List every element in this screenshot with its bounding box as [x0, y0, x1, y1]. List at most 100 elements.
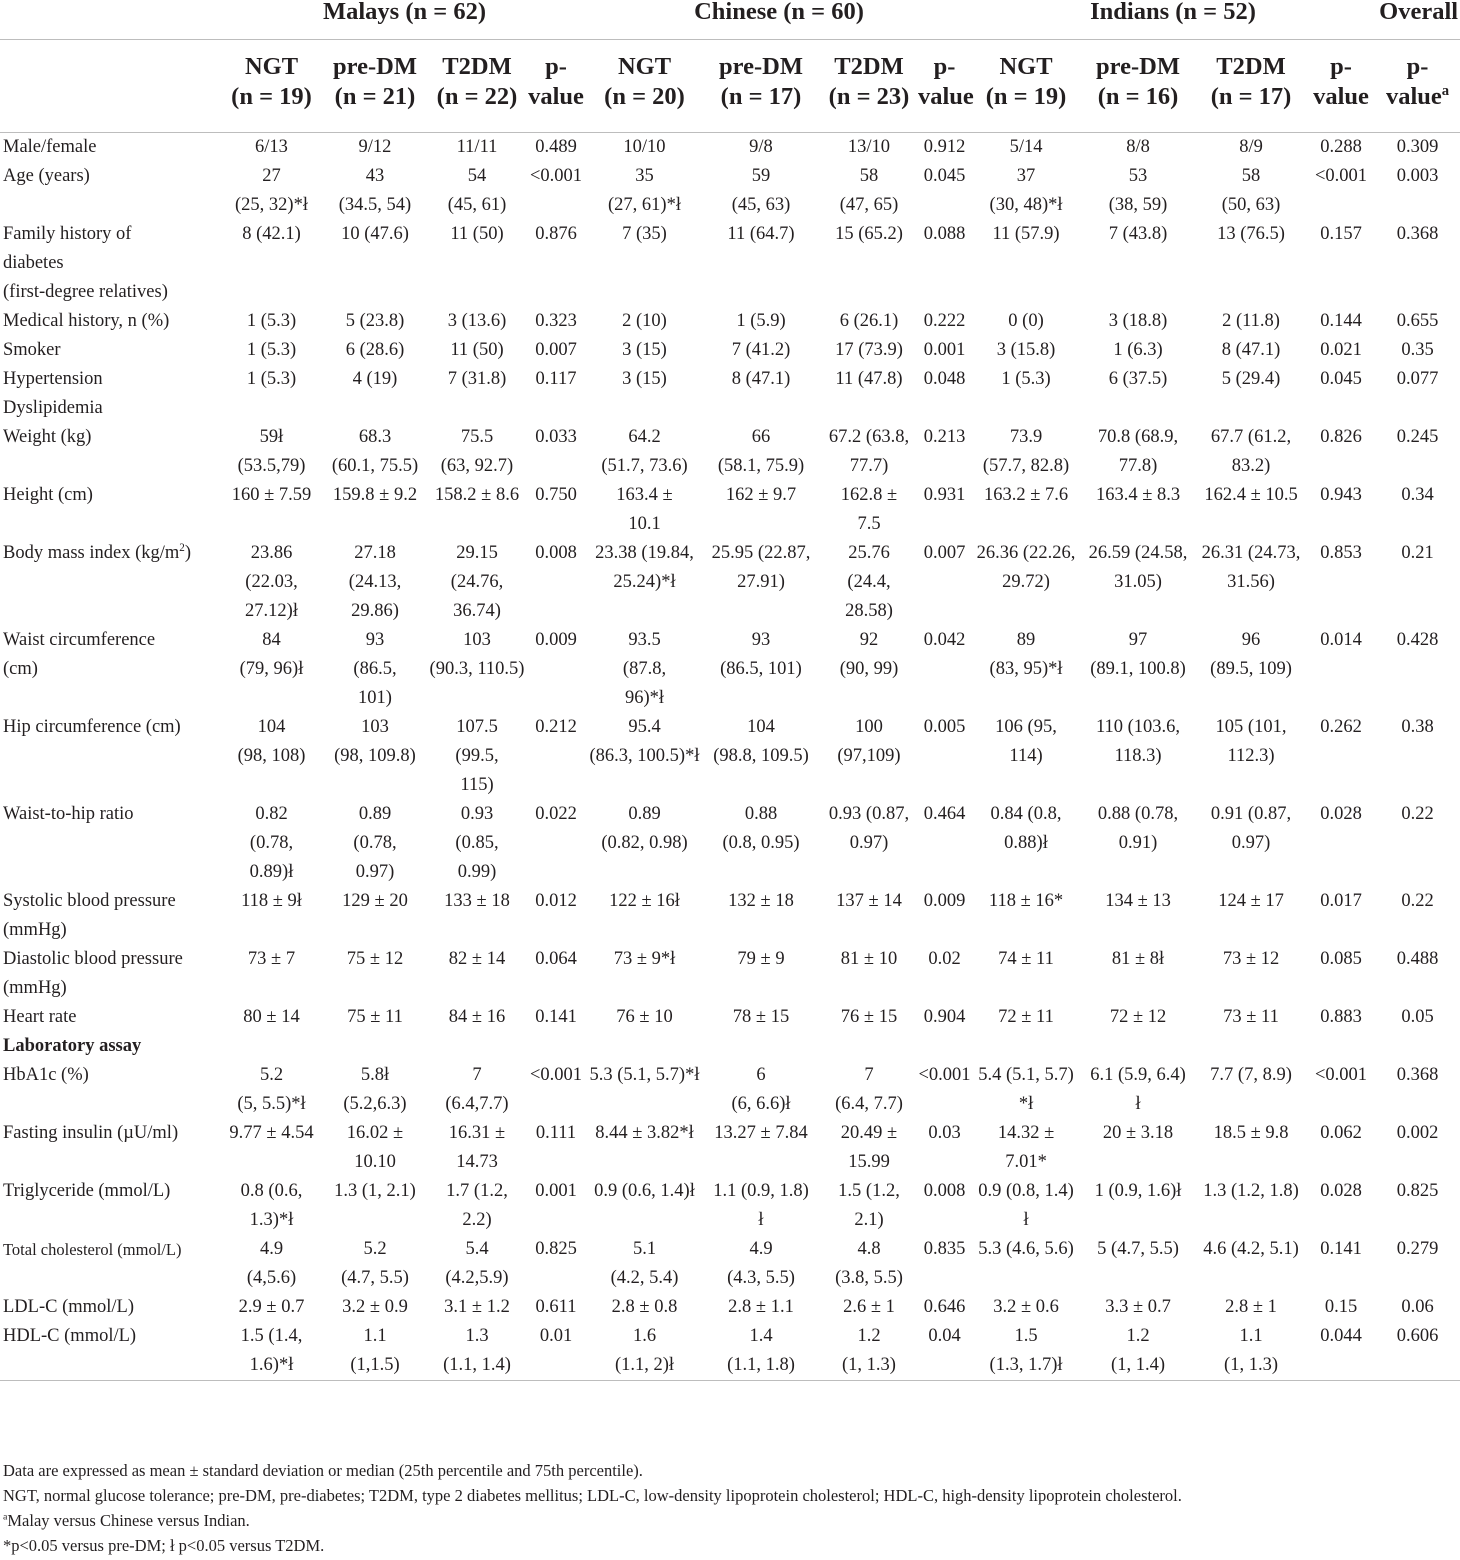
table-cell: 54 (45, 61) — [447, 166, 507, 215]
table-cell: 1 (5.9) 7 (41.2) 8 (47.1) — [731, 311, 791, 389]
table-cell: 0.876 — [535, 224, 577, 244]
row-label: Male/female — [0, 132, 222, 162]
table-cell: 1.4 (1.1, 1.8) — [702, 1322, 820, 1381]
table-cell: 104 (98.8, 109.5) — [713, 717, 809, 766]
table-cell: 137 ± 14 — [836, 891, 902, 911]
table-cell: 0.309 — [1375, 132, 1460, 162]
row-label-text: Hip circumference (cm) — [3, 717, 181, 737]
table-cell: 5.3 (4.6, 5.6) — [978, 1239, 1074, 1259]
table-cell: 73 ± 7 — [247, 949, 296, 969]
table-cell: <0.001 — [1315, 166, 1368, 186]
group-header: Malays (n = 62) — [323, 0, 486, 25]
table-cell: 2.6 ± 1 — [843, 1297, 895, 1317]
row-label-text: Triglyceride (mmol/L) — [3, 1181, 171, 1201]
row-label-text: Diastolic blood pressure (mmHg) — [3, 949, 183, 998]
table-row: Body mass index (kg/m2) 23.86 (22.03, 27.… — [0, 539, 1460, 626]
table-cell: 0.288 — [1307, 132, 1376, 162]
table-cell: 2.8 ± 1.1 — [728, 1297, 794, 1317]
table-cell: 0.028 — [1320, 1181, 1362, 1201]
table-cell: 0.06 — [1401, 1297, 1434, 1317]
table-cell: 68.3 (60.1, 75.5) — [331, 427, 419, 476]
row-label-text: Height (cm) — [3, 485, 93, 505]
column-header — [0, 39, 222, 133]
table-cell: 9.77 ± 4.54 — [229, 1123, 314, 1143]
table-cell: 3.1 ± 1.2 — [444, 1297, 510, 1317]
table-cell: 0.82 (0.78, 0.89)ł — [249, 804, 294, 882]
table-cell: 4.8 (3.8, 5.5) — [835, 1239, 903, 1288]
table-cell: 0.007 — [923, 543, 966, 563]
table-cell: 0.88 (0.8, 0.95) — [722, 804, 800, 853]
table-cell: 93 (86.5, 101) — [353, 630, 397, 708]
table-row: HDL-C (mmol/L) 1.5 (1.4, 1.6)*ł 1.1 (1,1.5… — [0, 1322, 1460, 1381]
row-label: Fasting insulin (µU/ml) — [0, 1119, 222, 1177]
row-label-tail: ) — [184, 543, 191, 563]
table-cell: 5.4 (4.2,5.9) — [445, 1239, 509, 1288]
table-cell: 122 ± 16ł — [609, 891, 680, 911]
table-cell: 0.001 — [535, 1181, 577, 1201]
table-cell: 163.4 ± 10.1 — [616, 485, 673, 534]
table-cell: 0.04 — [918, 1322, 972, 1381]
table-cell: 6 (26.1) 17 (73.9) 11 (47.8) — [835, 311, 903, 389]
table-cell: 73 ± 9*ł — [613, 949, 676, 969]
table-cell: 8/8 — [1081, 132, 1196, 162]
table-cell: 11 (64.7) — [727, 224, 795, 244]
column-header-text: pre-DM (n = 16) — [1096, 53, 1180, 110]
table-cell: 0.009 — [535, 630, 577, 650]
table-row: Systolic blood pressure (mmHg) 118 ± 9ł 12… — [0, 887, 1460, 945]
column-header: p- valuea — [1375, 39, 1460, 133]
table-cell: 5.2 (4.7, 5.5) — [341, 1239, 409, 1288]
table-cell: 132 ± 18 — [728, 891, 794, 911]
table-cell: 0.655 0.35 0.077 — [1396, 311, 1439, 389]
table-row: Age (years) 27 (25, 32)*ł 43 (34.5, 54) 54 … — [0, 162, 1460, 220]
table-cell: 0.141 — [1320, 1239, 1362, 1259]
table-cell: 53 (38, 59) — [1108, 166, 1168, 215]
table-cell: 0.005 — [923, 717, 966, 737]
table-cell: 0.22 — [1401, 804, 1434, 824]
table-cell: 0.464 — [923, 804, 966, 824]
table-cell: 1.5 (1.4, 1.6)*ł — [222, 1322, 321, 1381]
table-row: Weight (kg) 59ł (53.5,79) 68.3 (60.1, 75.5… — [0, 423, 1460, 481]
row-label: Diastolic blood pressure (mmHg) — [0, 945, 222, 1003]
column-header-text: pre-DM (n = 17) — [719, 53, 803, 110]
table-cell: 0.883 — [1320, 1007, 1362, 1027]
column-header-text: p- value — [1313, 53, 1369, 110]
table-cell: 72 ± 12 — [1109, 1007, 1167, 1027]
column-header-text: T2DM (n = 23) — [828, 53, 910, 110]
table-cell: 104 (98, 108) — [237, 717, 306, 766]
table-cell: 25.95 (22.87, 27.91) — [711, 543, 811, 592]
table-cell: 37 (30, 48)*ł — [989, 166, 1063, 215]
table-cell: 0.826 — [1320, 427, 1362, 447]
table-cell: 0.008 — [923, 1181, 966, 1201]
table-cell: 10 (47.6) — [341, 224, 409, 244]
table-cell: 0.428 — [1396, 630, 1439, 650]
table-cell: 0.213 — [923, 427, 966, 447]
table-cell: 0 (0) 3 (15.8) 1 (5.3) — [996, 311, 1056, 389]
group-header — [0, 0, 222, 40]
table-cell: 0.825 — [1396, 1181, 1439, 1201]
table-cell: 1.3 (1.2, 1.8) — [1203, 1181, 1299, 1201]
table-cell: 96 (89.5, 109) — [1210, 630, 1292, 679]
table-cell: 8.44 ± 3.82*ł — [595, 1123, 694, 1143]
table-cell: 0.028 — [1320, 804, 1362, 824]
table-cell: 5 (23.8) 6 (28.6) 4 (19) — [345, 311, 405, 389]
table-cell: 0.750 — [535, 485, 577, 505]
table-cell: 13 (76.5) — [1217, 224, 1285, 244]
table-cell: 64.2 (51.7, 73.6) — [601, 427, 688, 476]
table-cell: 84 ± 16 — [448, 1007, 506, 1027]
table-cell: 5.3 (5.1, 5.7)*ł — [589, 1065, 700, 1085]
table-cell: 73 ± 11 — [1223, 1007, 1279, 1027]
table-cell: 16.02 ± 10.10 — [346, 1123, 404, 1172]
table-cell: 0.157 — [1320, 224, 1362, 244]
table-row: Medical history, n (%) Smoker Hypertensi… — [0, 307, 1460, 423]
table-cell: 162.8 ± 7.5 — [840, 485, 898, 534]
table-cell: 72 ± 11 — [998, 1007, 1054, 1027]
group-header: Chinese (n = 60) — [694, 0, 864, 25]
table-cell: 66 (58.1, 75.9) — [717, 427, 805, 476]
table-cell: 75 ± 12 — [346, 949, 404, 969]
table-cell: 82 ± 14 — [448, 949, 506, 969]
table-cell: 59ł (53.5,79) — [237, 427, 306, 476]
table-cell: 1.7 (1.2, 2.2) — [446, 1181, 508, 1230]
table-cell: 5.1 (4.2, 5.4) — [610, 1239, 679, 1288]
row-label-text: Total cholesterol (mmol/L) — [3, 1240, 182, 1259]
table-row: Hip circumference (cm) 104 (98, 108) 103 (… — [0, 713, 1460, 800]
